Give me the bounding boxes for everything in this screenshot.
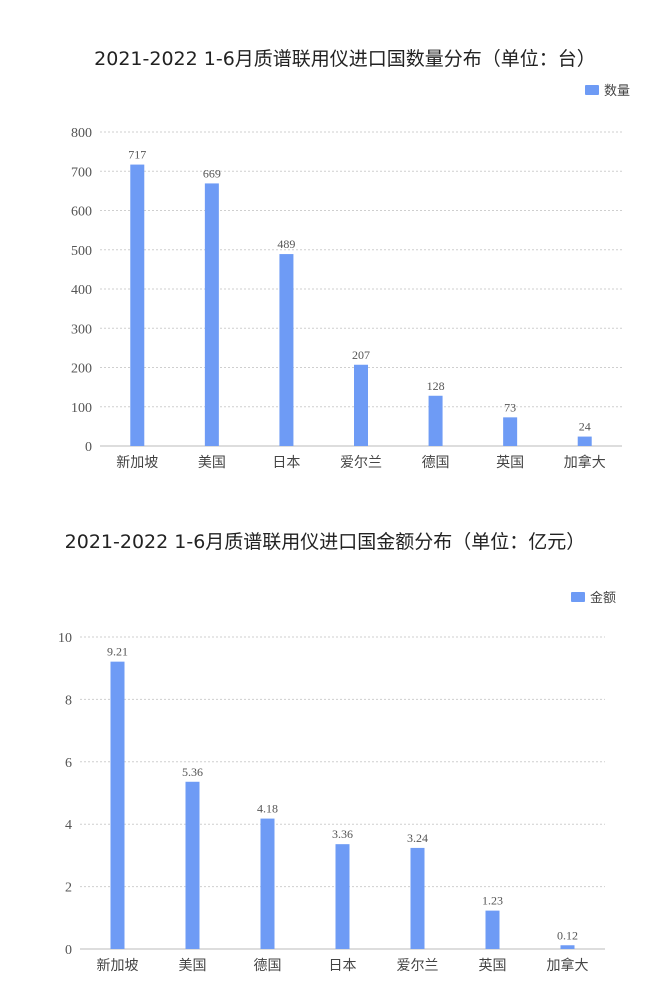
legend[interactable]: 金额 [571,590,616,606]
y-tick-label: 10 [58,631,72,646]
y-ticks: 0 2 4 6 8 10 [58,631,72,958]
x-tick-label: 德国 [422,455,450,471]
x-tick-label: 英国 [496,454,524,471]
x-tick-label: 新加坡 [97,958,139,974]
data-labels: 9.21 5.36 4.18 3.36 3.24 1.23 0.12 [107,645,578,943]
legend-label: 数量 [604,84,630,99]
bar[interactable] [279,254,294,446]
chart-title: 2021-2022 1-6月质谱联用仪进口国数量分布（单位：台） [94,48,596,70]
data-label: 128 [427,379,445,393]
y-tick-label: 4 [65,818,72,833]
legend-swatch [571,592,585,602]
bar[interactable] [560,945,575,949]
legend-label: 金额 [590,590,616,606]
quantity-chart: 2021-2022 1-6月质谱联用仪进口国数量分布（单位：台） 数量 717 6… [0,0,667,490]
bar[interactable] [130,164,145,446]
bar[interactable] [185,781,200,949]
data-labels: 717 669 489 207 128 73 24 [128,148,590,434]
x-tick-label: 加拿大 [564,454,606,471]
bars [130,164,592,447]
x-tick-label: 爱尔兰 [340,455,382,471]
y-tick-label: 200 [71,362,92,377]
y-tick-label: 0 [65,943,72,958]
x-tick-label: 英国 [479,957,507,974]
x-tick-label: 爱尔兰 [397,958,439,974]
data-label: 9.21 [107,645,128,659]
data-label: 3.36 [332,827,353,841]
y-tick-label: 800 [71,126,92,141]
y-tick-label: 600 [71,205,92,220]
x-ticks: 新加坡 美国 德国 日本 爱尔兰 英国 加拿大 [97,957,589,974]
y-tick-label: 8 [65,693,72,708]
bar[interactable] [110,661,125,949]
legend-swatch [585,85,599,95]
y-tick-label: 0 [85,440,92,455]
data-label: 207 [352,348,370,362]
y-tick-label: 700 [71,165,92,180]
y-tick-label: 100 [71,401,92,416]
y-tick-label: 6 [65,756,72,771]
data-label: 5.36 [182,765,203,779]
data-label: 73 [504,400,516,414]
y-tick-label: 300 [71,322,92,337]
bar[interactable] [204,183,219,447]
bar[interactable] [577,436,592,446]
data-label: 4.18 [257,802,278,816]
y-tick-label: 500 [71,244,92,259]
bar[interactable] [354,364,368,446]
y-tick-label: 2 [65,881,72,896]
chart-title: 2021-2022 1-6月质谱联用仪进口国金额分布（单位：亿元） [65,531,586,553]
bar[interactable] [410,847,425,949]
legend[interactable]: 数量 [585,84,630,99]
bar[interactable] [503,417,518,446]
x-tick-label: 日本 [329,958,357,974]
data-label: 669 [203,166,221,180]
bar[interactable] [335,844,350,949]
bars [110,661,575,949]
bar[interactable] [485,910,500,949]
x-tick-label: 新加坡 [116,455,158,471]
x-tick-label: 德国 [254,958,282,974]
y-tick-label: 400 [71,283,92,298]
bar[interactable] [428,395,443,446]
x-ticks: 新加坡 美国 日本 爱尔兰 德国 英国 加拿大 [116,454,605,471]
x-tick-label: 加拿大 [547,957,589,974]
x-tick-label: 美国 [198,455,226,471]
data-label: 717 [128,148,146,162]
data-label: 24 [579,420,591,434]
data-label: 0.12 [557,928,578,942]
y-ticks: 0 100 200 300 400 500 600 700 800 [71,126,92,455]
amount-chart-svg: 2021-2022 1-6月质谱联用仪进口国金额分布（单位：亿元） 金额 9.2… [58,531,616,974]
x-tick-label: 美国 [179,958,207,974]
data-label: 3.24 [407,831,428,845]
amount-chart: 2021-2022 1-6月质谱联用仪进口国金额分布（单位：亿元） 金额 9.2… [0,500,667,995]
x-tick-label: 日本 [272,455,300,471]
quantity-chart-svg: 2021-2022 1-6月质谱联用仪进口国数量分布（单位：台） 数量 717 6… [71,48,630,471]
data-label: 1.23 [482,894,503,908]
data-label: 489 [277,237,295,251]
bar[interactable] [260,818,275,949]
